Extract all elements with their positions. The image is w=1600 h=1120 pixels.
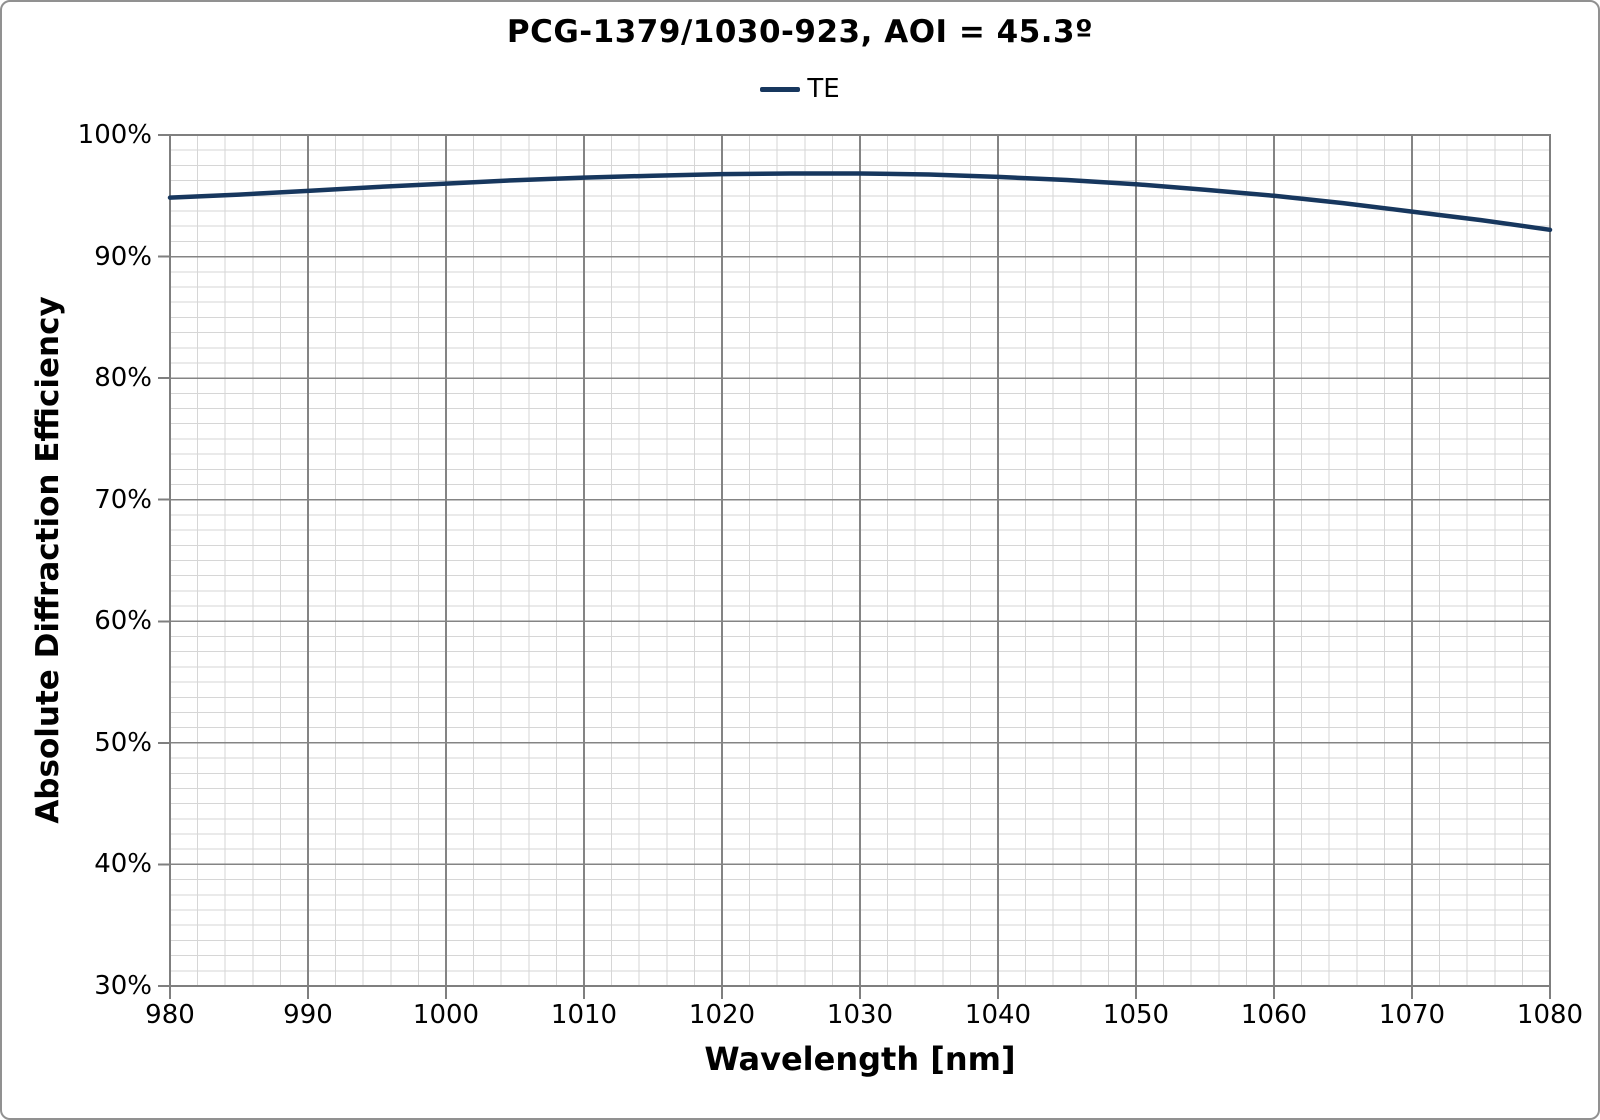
y-tick-label: 50% bbox=[94, 727, 152, 758]
x-tick-label: 1010 bbox=[550, 1000, 618, 1030]
y-tick-label: 30% bbox=[94, 971, 152, 1001]
y-tick-label: 90% bbox=[94, 241, 152, 272]
chart-title: PCG-1379/1030-923, AOI = 45.3º bbox=[506, 14, 1094, 50]
x-tick-label: 1030 bbox=[826, 1000, 894, 1030]
x-tick-label: 990 bbox=[283, 1000, 333, 1030]
x-axis-title: Wavelength [nm] bbox=[704, 1040, 1016, 1078]
plot-svg bbox=[158, 134, 1553, 999]
x-tick-label: 1080 bbox=[1516, 1000, 1584, 1030]
y-tick-label: 60% bbox=[94, 606, 152, 637]
legend-line-te bbox=[760, 86, 801, 92]
y-tick-label: 100% bbox=[77, 120, 152, 150]
legend: TE bbox=[2, 72, 1598, 106]
y-tick-label: 70% bbox=[94, 484, 152, 515]
x-tick-label: 1060 bbox=[1240, 1000, 1308, 1030]
series-line-te bbox=[167, 171, 1553, 233]
x-tick-label: 980 bbox=[145, 1000, 195, 1030]
x-tick-label: 1050 bbox=[1102, 1000, 1170, 1030]
x-tick-label: 1040 bbox=[964, 1000, 1032, 1030]
plot-area bbox=[158, 134, 1553, 999]
x-tick-label: 1070 bbox=[1378, 1000, 1446, 1030]
y-tick-label: 40% bbox=[94, 849, 152, 880]
x-tick-label: 1020 bbox=[688, 1000, 756, 1030]
y-tick-label: 80% bbox=[94, 363, 152, 394]
x-tick-label: 1000 bbox=[412, 1000, 480, 1030]
legend-label-te: TE bbox=[807, 74, 840, 104]
